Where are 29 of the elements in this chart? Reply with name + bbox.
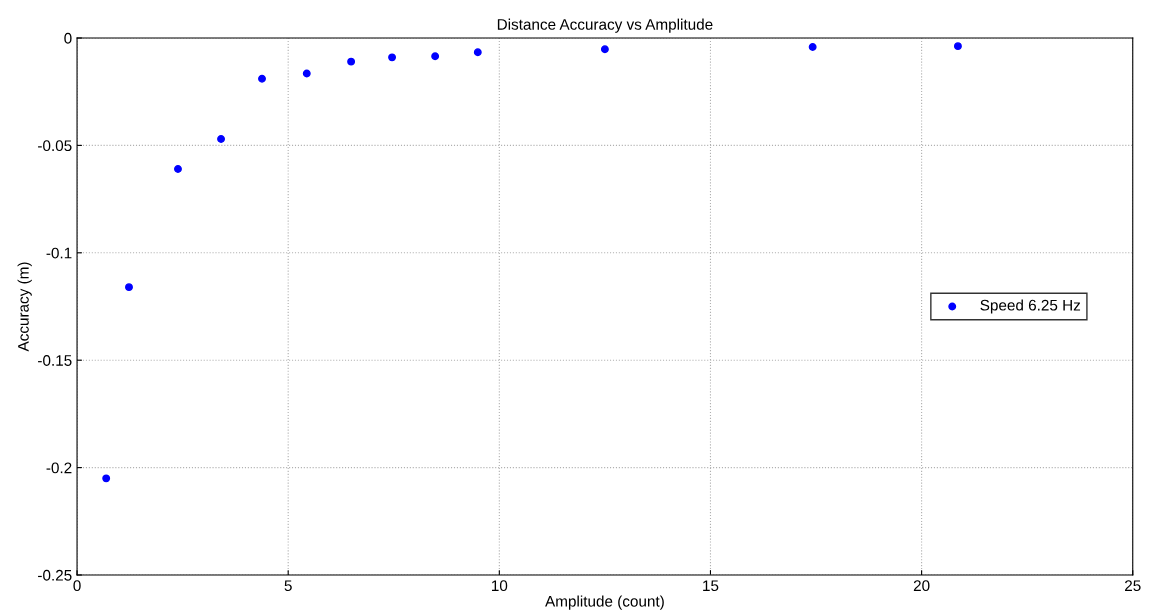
x-tick-label: 15 bbox=[703, 580, 719, 592]
y-tick-label: 0 bbox=[64, 32, 72, 44]
y-axis-title: Accuracy (m) bbox=[17, 262, 32, 352]
x-tick-label: 25 bbox=[1125, 580, 1141, 592]
y-tick-label: -0.15 bbox=[38, 355, 72, 366]
point bbox=[431, 52, 440, 61]
point bbox=[125, 283, 133, 292]
y-tick-label: -0.2 bbox=[46, 462, 72, 474]
point bbox=[302, 69, 311, 78]
y-tick-label: -0.05 bbox=[38, 140, 72, 152]
chart-title: Distance Accuracy vs Amplitude bbox=[497, 18, 713, 33]
point bbox=[808, 43, 817, 51]
point bbox=[473, 48, 482, 57]
x-tick-label: 20 bbox=[913, 580, 930, 592]
point bbox=[347, 57, 356, 66]
point bbox=[102, 474, 111, 483]
point bbox=[953, 42, 962, 51]
point bbox=[600, 45, 609, 54]
point bbox=[388, 53, 397, 62]
y-tick-label: -0.1 bbox=[46, 247, 72, 259]
point bbox=[217, 135, 225, 143]
point bbox=[258, 74, 266, 83]
point bbox=[174, 165, 182, 173]
x-axis-title: Amplitude (count) bbox=[545, 595, 664, 610]
x-tick-label: 10 bbox=[492, 580, 508, 592]
x-tick-label: 5 bbox=[284, 580, 292, 592]
x-tick-label: 0 bbox=[73, 580, 81, 592]
y-tick-label: -0.25 bbox=[38, 569, 72, 581]
legend-label: Speed 6.25 Hz bbox=[980, 299, 1081, 314]
